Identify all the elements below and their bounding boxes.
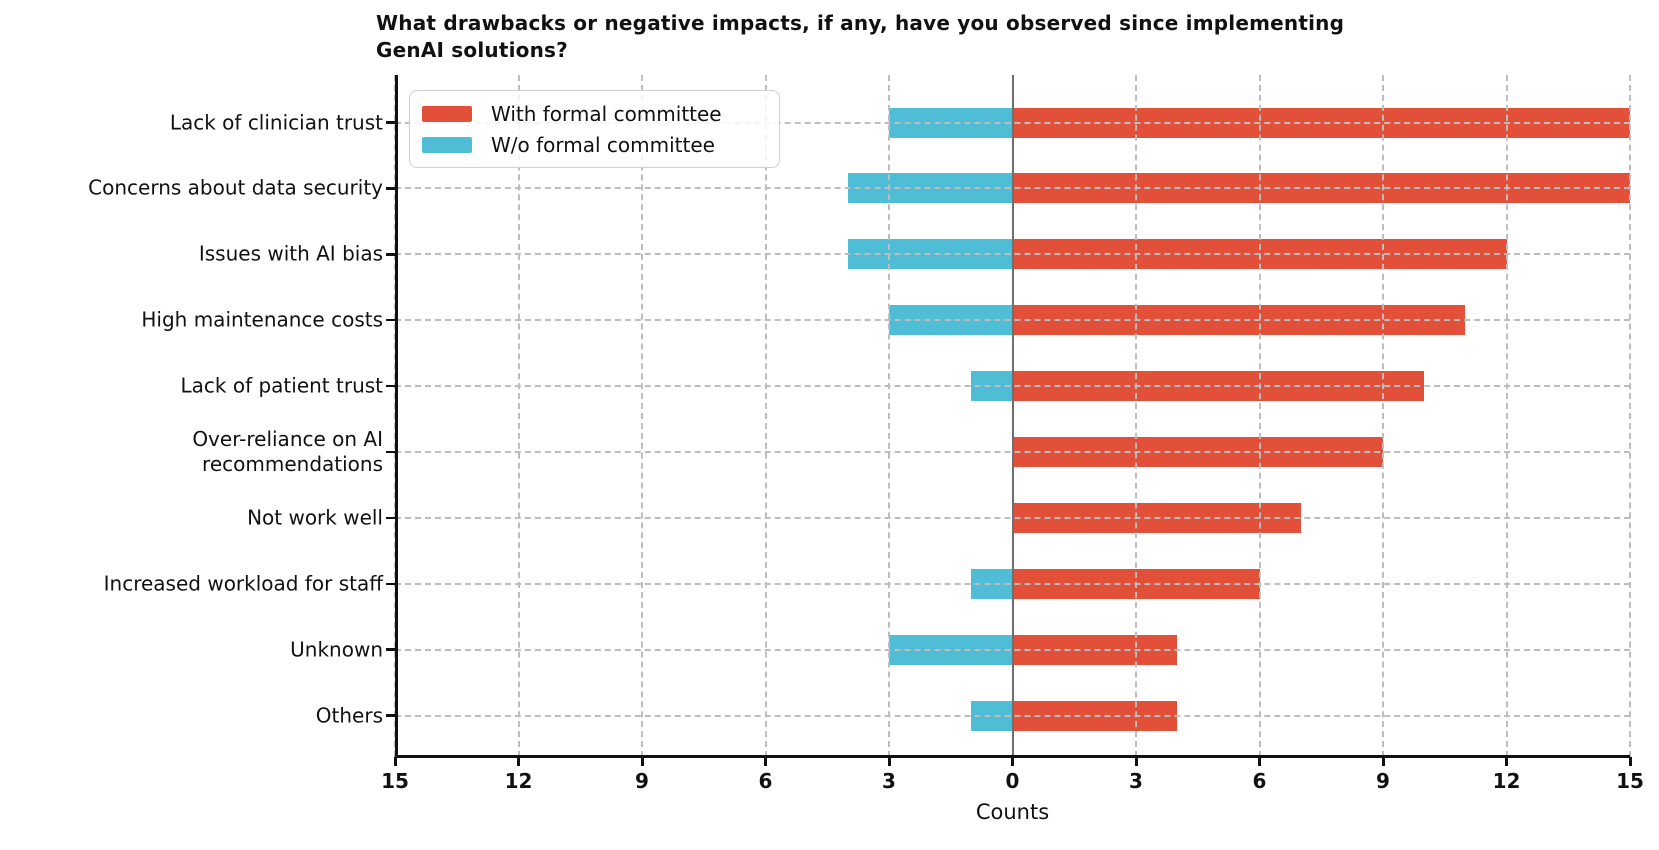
x-tick-label: 9 — [1376, 769, 1390, 793]
x-tick-mark — [393, 757, 397, 766]
category-label: Others — [315, 703, 383, 728]
vertical-gridline — [1382, 75, 1384, 757]
x-tick-label: 6 — [758, 769, 773, 793]
horizontal-gridline — [395, 451, 1630, 453]
y-tick-mark — [386, 450, 395, 454]
x-tick-mark — [887, 757, 891, 766]
y-axis-labels: Lack of clinician trust Concerns about da… — [0, 75, 383, 757]
y-axis-spine — [395, 75, 398, 757]
x-axis-title: Counts — [975, 800, 1050, 824]
x-tick-mark — [1381, 757, 1385, 766]
x-tick-mark — [1258, 757, 1261, 766]
category-label: Over-reliance on AI recommendations — [192, 427, 383, 476]
y-tick-mark — [386, 253, 395, 256]
x-tick-label: 12 — [1492, 769, 1521, 793]
legend: With formal committee W/o formal committe… — [409, 90, 780, 168]
x-tick-label: 15 — [381, 769, 409, 793]
x-tick-label: 6 — [1252, 769, 1267, 793]
horizontal-gridline — [395, 385, 1630, 388]
x-tick-label: 3 — [882, 769, 896, 793]
vertical-gridline — [1629, 75, 1631, 757]
x-tick-label: 3 — [1129, 769, 1143, 793]
x-tick-label: 9 — [635, 769, 649, 793]
plot-area — [386, 75, 1632, 766]
y-tick-mark — [386, 516, 395, 520]
y-tick-mark — [386, 318, 395, 322]
y-tick-mark — [386, 648, 395, 651]
horizontal-gridline — [395, 253, 1630, 256]
y-tick-mark — [386, 582, 395, 586]
x-tick-label: 12 — [504, 769, 533, 793]
vertical-gridline — [1505, 75, 1508, 757]
legend-item: With formal committee — [422, 103, 779, 125]
vertical-gridline — [888, 75, 890, 757]
x-tick-mark — [517, 757, 520, 766]
x-tick-label: 0 — [1005, 769, 1020, 793]
category-label: Lack of clinician trust — [169, 110, 383, 134]
x-tick-mark — [1505, 757, 1508, 766]
vertical-gridline — [764, 75, 767, 757]
vertical-gridline — [1258, 75, 1261, 757]
legend-item: W/o formal committee — [422, 134, 779, 156]
legend-swatch — [422, 136, 472, 153]
x-tick-mark — [1011, 757, 1014, 766]
x-tick-mark — [764, 757, 767, 766]
legend-label: W/o formal committee — [491, 132, 715, 157]
vertical-gridline — [641, 75, 643, 757]
category-label: High maintenance costs — [141, 307, 383, 332]
horizontal-gridline — [395, 187, 1630, 190]
horizontal-gridline — [395, 121, 1630, 124]
horizontal-gridline — [395, 714, 1630, 717]
y-tick-mark — [386, 384, 395, 388]
category-label: Lack of patient trust — [180, 373, 384, 398]
horizontal-gridline — [395, 648, 1630, 651]
x-tick-mark — [640, 757, 644, 766]
category-label: Not work well — [247, 505, 383, 530]
horizontal-gridline — [395, 582, 1630, 585]
category-label: Increased workload for staff — [103, 571, 383, 596]
legend-swatch — [422, 105, 472, 122]
legend-label: With formal committee — [491, 101, 722, 126]
x-axis-spine — [395, 755, 1630, 758]
vertical-gridline — [1135, 75, 1137, 757]
vertical-gridline — [517, 75, 520, 757]
y-tick-mark — [386, 187, 395, 190]
x-tick-mark — [1628, 757, 1632, 766]
horizontal-gridline — [395, 319, 1630, 322]
x-tick-mark — [1134, 757, 1138, 766]
horizontal-gridline — [395, 516, 1630, 519]
category-label: Concerns about data security — [88, 175, 383, 200]
x-tick-label: 15 — [1616, 769, 1644, 793]
category-label: Issues with AI bias — [198, 241, 383, 266]
y-tick-mark — [386, 121, 395, 124]
category-label: Unknown — [290, 637, 383, 662]
chart-title: What drawbacks or negative impacts, if a… — [376, 11, 1345, 62]
y-tick-mark — [386, 714, 395, 717]
zero-baseline — [1011, 75, 1014, 757]
